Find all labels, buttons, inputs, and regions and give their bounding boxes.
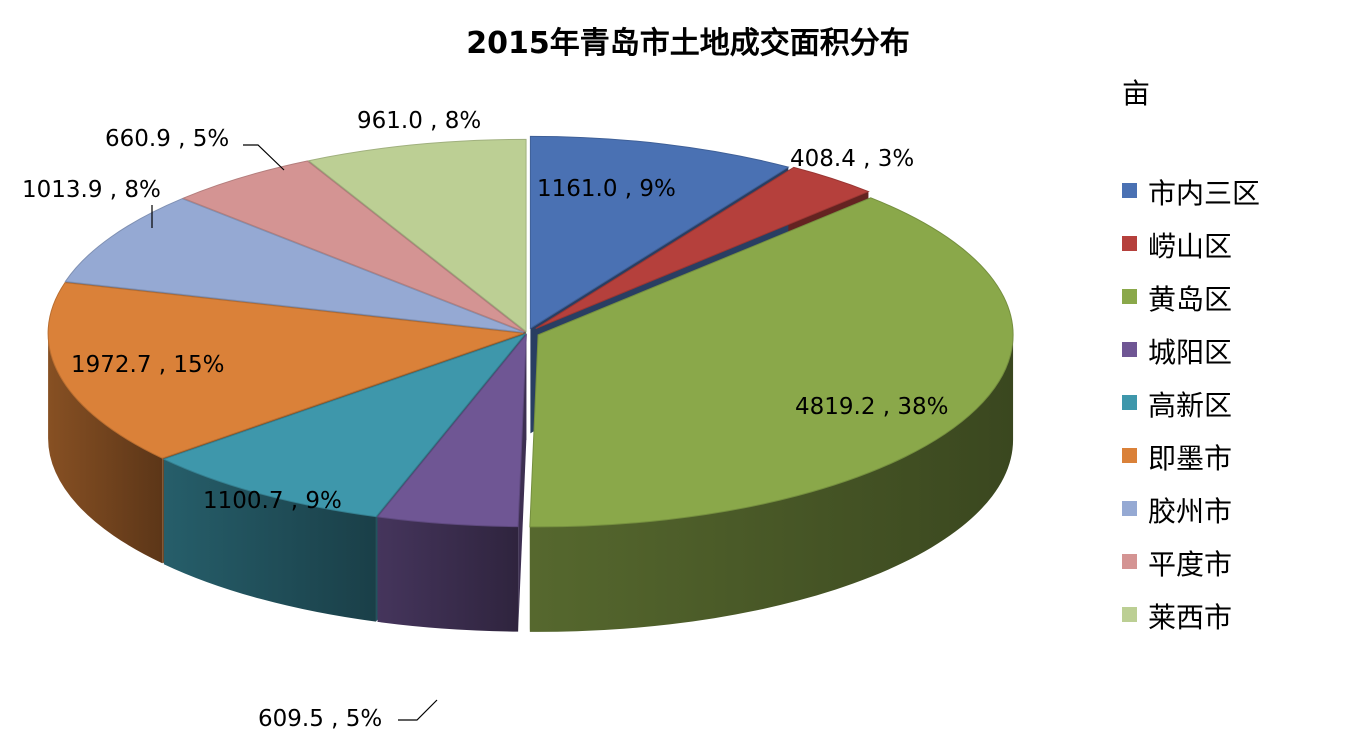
slice-side [377, 516, 519, 632]
data-label: 1100.7 , 9% [203, 488, 342, 514]
slice-高新区 [162, 333, 527, 518]
pie-slices [47, 135, 1014, 528]
legend-swatch [1122, 236, 1137, 251]
slice-市内三区 [529, 135, 790, 330]
data-label: 660.9 , 5% [105, 126, 229, 152]
legend-entry: 莱西市 [1148, 601, 1232, 634]
data-label: 1161.0 , 9% [537, 176, 676, 202]
legend-swatch [1122, 395, 1137, 410]
slice-side [163, 459, 376, 622]
data-label: 1013.9 , 8% [22, 177, 161, 203]
legend-swatch [1122, 183, 1137, 198]
legend-entry: 崂山区 [1148, 230, 1232, 263]
data-label: 961.0 , 8% [357, 108, 481, 134]
unit-label: 亩 [1122, 77, 1150, 110]
leader-lines [151, 144, 438, 721]
data-label: 609.5 , 5% [258, 706, 382, 732]
slice-黄岛区 [529, 197, 1014, 528]
legend-entry: 城阳区 [1148, 336, 1232, 369]
slice-莱西市 [307, 138, 527, 333]
slice-崂山区 [535, 166, 870, 330]
slice-wall [518, 334, 527, 632]
legend-swatch [1122, 342, 1137, 357]
legend-entry: 即墨市 [1148, 442, 1232, 475]
legend-swatch [1122, 554, 1137, 569]
legend-swatch [1122, 501, 1137, 516]
data-label: 4819.2 , 38% [795, 394, 949, 420]
data-label: 1972.7 , 15% [71, 352, 225, 378]
data-labels: 1161.0 , 9% 408.4 , 3% 4819.2 , 38% 609.5 ,… [22, 108, 949, 732]
data-label: 408.4 , 3% [790, 146, 914, 172]
legend-entry: 黄岛区 [1148, 283, 1232, 316]
legend-entry: 胶州市 [1148, 495, 1232, 528]
legend-entry: 市内三区 [1148, 177, 1260, 210]
slice-平度市 [181, 160, 525, 333]
leader-line [398, 699, 438, 721]
slice-side [529, 334, 1014, 632]
legend-swatch [1122, 607, 1137, 622]
slice-城阳区 [376, 333, 527, 528]
slice-side [48, 333, 163, 564]
slice-即墨市 [47, 282, 524, 459]
slice-胶州市 [64, 198, 524, 333]
chart-title: 2015年青岛市土地成交面积分布 [466, 26, 910, 61]
legend-entry: 平度市 [1148, 548, 1232, 581]
legend-swatch [1122, 289, 1137, 304]
legend-swatch [1122, 448, 1137, 463]
leader-line [243, 144, 285, 171]
legend-entry: 高新区 [1148, 389, 1232, 422]
